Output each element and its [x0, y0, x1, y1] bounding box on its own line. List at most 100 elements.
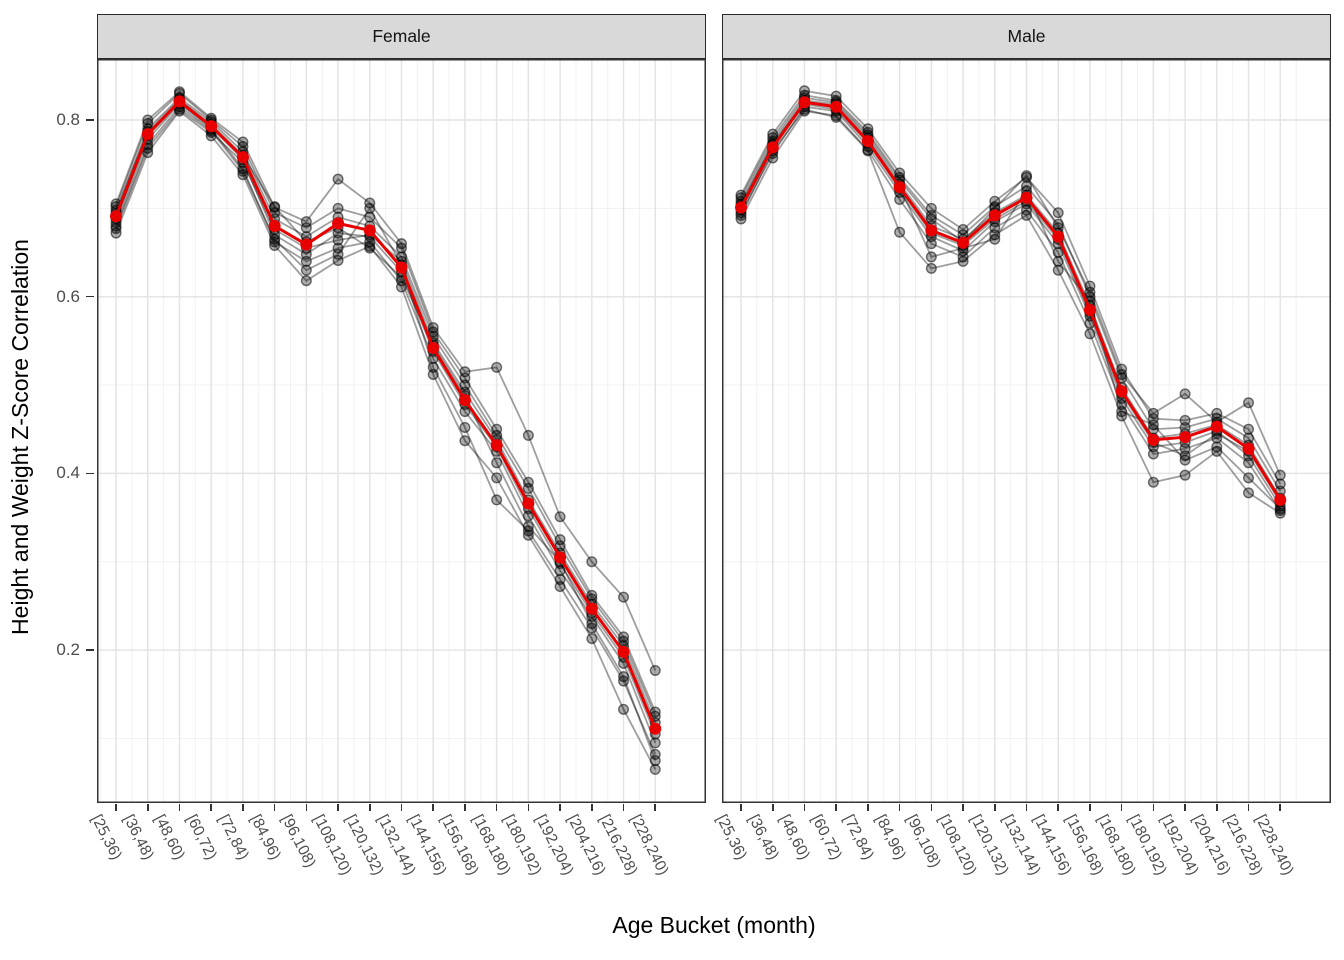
individual-point — [925, 202, 937, 214]
x-tick-mark — [464, 804, 466, 811]
individual-point — [618, 631, 630, 643]
individual-point — [894, 193, 906, 205]
mean-point — [141, 128, 154, 141]
x-tick-mark — [1120, 804, 1123, 811]
mean-point — [585, 602, 598, 615]
x-tick-mark — [835, 804, 837, 811]
y-tick-label: 0.8 — [56, 109, 80, 129]
x-tick-mark — [993, 804, 996, 811]
facet-strip-male: Male — [722, 14, 1331, 59]
individual-point — [554, 511, 566, 523]
individual-point — [332, 248, 344, 260]
individual-point — [1179, 414, 1191, 426]
x-tick-mark — [495, 804, 498, 811]
x-tick-mark — [1279, 804, 1282, 811]
x-tick-mark — [210, 804, 212, 811]
individual-point — [142, 114, 154, 126]
y-tick-mark — [86, 295, 94, 298]
individual-point — [1052, 207, 1064, 219]
panel-border — [722, 59, 1331, 803]
mean-point — [1115, 385, 1128, 398]
individual-point — [364, 202, 376, 214]
individual-point — [618, 591, 630, 603]
individual-point — [491, 472, 503, 484]
individual-point — [735, 213, 747, 225]
individual-point — [989, 233, 1001, 245]
individual-point — [427, 361, 439, 373]
mean-point — [300, 238, 313, 251]
mean-line — [114, 99, 657, 730]
x-tick-mark — [432, 804, 434, 811]
facet-strip-label: Female — [372, 26, 431, 46]
individual-point — [491, 457, 503, 469]
mean-point — [1083, 303, 1096, 316]
y-tick-label: 0.6 — [56, 286, 80, 306]
mean-point — [268, 220, 281, 233]
individual-point — [300, 275, 312, 287]
individual-point — [491, 361, 503, 373]
y-tick-mark — [86, 649, 94, 651]
x-tick-mark — [622, 804, 625, 811]
mean-point — [1210, 420, 1223, 433]
individual-point — [269, 233, 281, 245]
mean-point — [173, 95, 186, 108]
x-tick-mark — [591, 804, 593, 811]
x-tick-mark — [1025, 804, 1028, 811]
x-tick-mark — [771, 804, 774, 811]
x-tick-mark — [368, 804, 371, 811]
x-tick-mark — [115, 804, 117, 811]
x-tick-mark — [930, 804, 933, 811]
x-tick-mark — [273, 804, 276, 811]
x-tick-mark — [1089, 804, 1091, 811]
mean-point — [110, 210, 123, 223]
individual-point — [491, 494, 503, 506]
mean-point — [617, 645, 630, 658]
individual-point — [459, 435, 471, 447]
individual-point — [1211, 407, 1223, 419]
individual-point — [1179, 388, 1191, 400]
mean-point — [649, 722, 662, 735]
x-tick-mark — [1216, 804, 1218, 811]
mean-point — [957, 236, 970, 249]
individual-point — [618, 703, 630, 715]
mean-point — [861, 135, 874, 148]
individual-point — [1052, 218, 1064, 230]
x-tick-mark — [1247, 804, 1250, 811]
x-tick-mark — [527, 804, 530, 811]
individual-point — [1021, 209, 1033, 221]
individual-point — [1211, 441, 1223, 453]
individual-point — [894, 226, 906, 238]
individual-point — [1243, 397, 1255, 409]
individual-point — [522, 520, 534, 532]
individual-point — [925, 213, 937, 225]
individual-point — [1116, 368, 1128, 380]
x-tick-mark — [898, 804, 901, 811]
individual-point — [1147, 419, 1159, 431]
individual-point — [1147, 476, 1159, 488]
individual-point — [1052, 247, 1064, 259]
individual-point — [110, 220, 122, 232]
individual-point — [300, 216, 312, 228]
mean-point — [395, 261, 408, 274]
y-tick-mark — [86, 119, 94, 121]
mean-point — [490, 439, 503, 452]
individual-point — [649, 737, 661, 749]
individual-point — [649, 664, 661, 676]
individual-point — [1179, 469, 1191, 481]
individual-point — [1243, 457, 1255, 469]
individual-point — [364, 242, 376, 254]
individual-point — [586, 618, 598, 630]
mean-point — [1242, 442, 1255, 455]
individual-point — [522, 476, 534, 488]
x-tick-mark — [559, 804, 561, 811]
x-axis-title: Age Bucket (month) — [612, 912, 816, 938]
panel-female — [97, 59, 706, 803]
individual-point — [269, 201, 281, 213]
individual-point — [396, 238, 408, 250]
individual-point — [1179, 454, 1191, 466]
mean-point — [205, 120, 218, 133]
individual-point — [586, 633, 598, 645]
individual-point — [237, 136, 249, 148]
mean-point — [363, 224, 376, 237]
individual-point — [1243, 487, 1255, 499]
